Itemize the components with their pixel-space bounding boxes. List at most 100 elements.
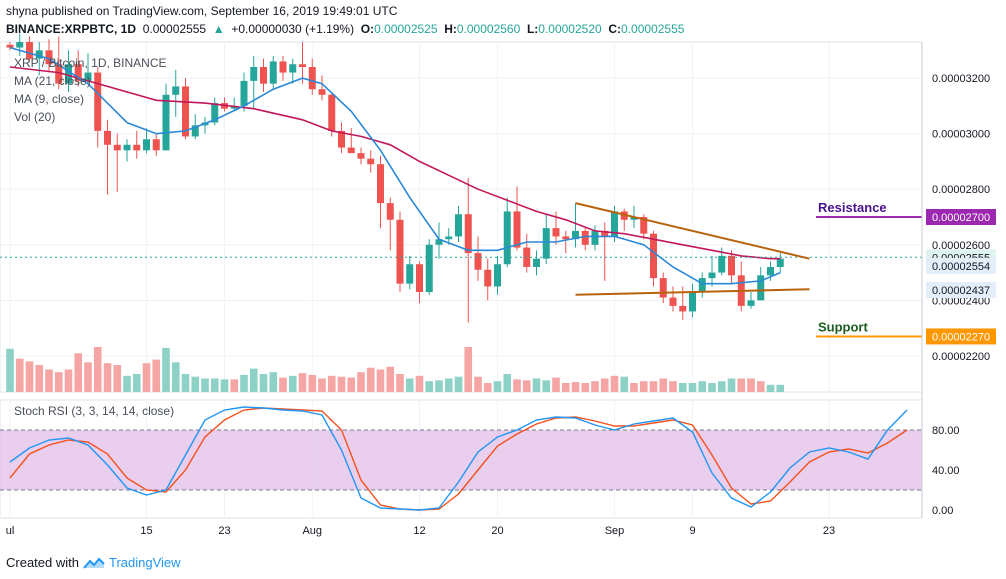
candle	[698, 272, 706, 298]
legend-ma9: MA (9, close)	[14, 92, 85, 106]
candle-body	[16, 42, 24, 48]
ma21-line	[9, 66, 781, 260]
stoch-rsi-label: Stoch RSI (3, 3, 14, 14, close)	[14, 404, 174, 418]
trendlines: Resistance Support	[575, 200, 922, 338]
volume-bar	[493, 381, 502, 392]
volume-bar	[747, 378, 755, 392]
candle-body	[698, 278, 706, 292]
candle	[26, 36, 33, 62]
candle	[425, 239, 433, 295]
candle	[562, 230, 570, 254]
candle-body	[503, 211, 511, 265]
price-label-tag: 0.00002437	[926, 282, 996, 299]
volume-bar	[678, 383, 687, 392]
candle-body	[416, 264, 423, 292]
candle	[581, 228, 589, 251]
candle	[747, 292, 755, 309]
volume-bar	[669, 381, 677, 392]
candle-body	[396, 219, 404, 284]
symbol-label: BINANCE:XRPBTC, 1D	[6, 22, 137, 36]
chart-header: shyna published on TradingView.com, Sept…	[0, 0, 1006, 42]
candle	[328, 92, 336, 137]
volume-bar	[464, 347, 473, 392]
price-label-bg	[926, 328, 996, 345]
time-tick-label: Sep	[605, 525, 625, 537]
volume-bar	[142, 363, 151, 392]
candle-body	[689, 292, 696, 312]
candle-body	[767, 267, 774, 276]
candle	[84, 53, 92, 84]
candle-body	[669, 297, 677, 306]
candle-body	[230, 105, 238, 109]
time-tick-label: 12	[413, 525, 425, 537]
candle-body	[747, 300, 755, 306]
candle	[338, 122, 345, 154]
candle	[767, 261, 774, 281]
candle-body	[494, 264, 501, 287]
candle-body	[445, 236, 453, 240]
volume-bar	[35, 365, 44, 392]
candle	[55, 36, 63, 90]
candle	[347, 128, 355, 154]
volume-bar	[240, 374, 248, 392]
stoch-rsi-pane	[0, 406, 922, 511]
candle-body	[464, 214, 472, 254]
volume-bar	[737, 378, 746, 392]
candle	[708, 255, 716, 287]
candle-body	[240, 80, 248, 106]
author-name[interactable]: shyna	[6, 4, 39, 18]
tradingview-logo-icon	[83, 557, 105, 569]
volume-bar	[84, 362, 92, 392]
moving-averages	[0, 46, 922, 285]
candle	[367, 150, 375, 173]
volume-bar	[532, 378, 541, 392]
candle-body	[425, 244, 433, 292]
stoch-k-line	[9, 406, 908, 511]
price-label-tag: 0.00002554	[926, 257, 996, 274]
candle-body	[260, 67, 267, 84]
candle	[396, 211, 404, 292]
time-tick-label: 23	[823, 525, 835, 537]
volume-bar	[337, 376, 346, 392]
volume-bar	[396, 374, 404, 392]
open-value: 0.00002525	[374, 22, 438, 36]
volume-bar	[405, 378, 414, 392]
candle-body	[659, 278, 667, 298]
level-label: Resistance	[818, 200, 887, 215]
candle	[484, 258, 492, 301]
volume-bar	[327, 375, 336, 392]
candle-body	[289, 64, 297, 73]
candle-body	[211, 103, 219, 123]
price-change: +0.00000030 (+1.19%)	[231, 22, 355, 36]
legend-volume: Vol (20)	[14, 110, 56, 124]
volume-bar	[708, 383, 716, 392]
candle-body	[679, 305, 687, 312]
volume-bar	[649, 381, 658, 392]
candle-body	[65, 64, 72, 84]
candle	[474, 236, 482, 281]
candle	[172, 69, 180, 117]
volume-bar	[25, 361, 34, 392]
volume-bar	[639, 381, 648, 392]
candle-body	[182, 86, 189, 137]
volume-bar	[347, 377, 356, 392]
price-label-text: 0.00002270	[932, 331, 990, 343]
price-tick-label: 0.00002200	[932, 351, 990, 363]
volume-bars	[6, 347, 785, 392]
volume-bar	[54, 372, 63, 392]
candle	[728, 250, 735, 284]
tradingview-brand-link[interactable]: TradingView	[108, 555, 181, 570]
candle-body	[377, 164, 384, 204]
price-label-text: 0.00002700	[932, 212, 990, 224]
volume-bar	[162, 347, 170, 392]
candle-body	[513, 211, 521, 248]
candle	[123, 139, 131, 162]
volume-bar	[113, 365, 122, 392]
volume-bar	[191, 376, 200, 392]
candle	[230, 97, 238, 112]
candle	[650, 230, 657, 287]
candle	[162, 83, 170, 151]
legend-title: XRP / Bitcoin, 1D, BINANCE	[14, 56, 167, 70]
close-label: C:	[608, 22, 622, 36]
